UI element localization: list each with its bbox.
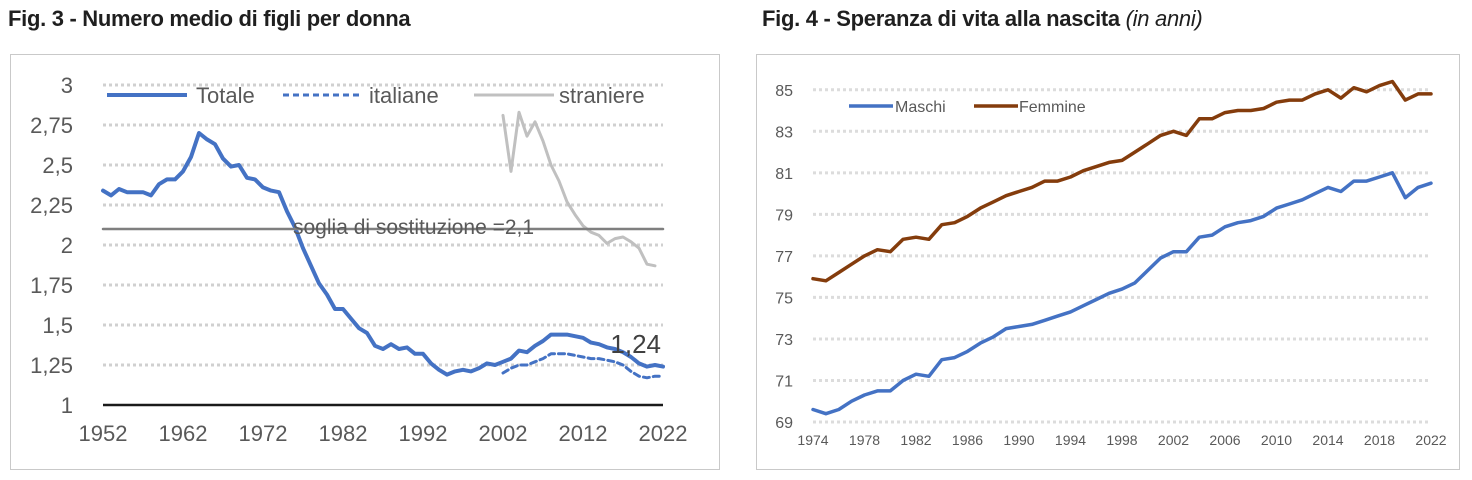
- fig4-title-subtitle: (in anni): [1125, 6, 1203, 31]
- fig4-y-tick-label: 85: [775, 83, 793, 100]
- fig3-title: Fig. 3 - Numero medio di figli per donna: [8, 6, 411, 32]
- fig4-series-Femmine: [811, 79, 1433, 283]
- fig3-x-tick-label: 1982: [319, 421, 368, 446]
- fig3-y-tick-label: 2,5: [42, 153, 73, 178]
- fig4-x-tick-label: 1986: [952, 432, 983, 448]
- fig4-series-Maschi: [811, 171, 1433, 416]
- fig3-y-tick-label: 1,25: [30, 353, 73, 378]
- fig4-x-tick-label: 1982: [900, 432, 931, 448]
- fig4-x-tick-label: 1978: [849, 432, 880, 448]
- fig4-x-tick-label: 1974: [797, 432, 828, 448]
- fig3-series-straniere: [501, 110, 657, 268]
- fig4-y-tick-label: 81: [775, 166, 793, 183]
- fig4-y-tick-label: 71: [775, 373, 793, 390]
- fig3-x-tick-label: 2022: [639, 421, 688, 446]
- fig4-x-tick-label: 2002: [1158, 432, 1189, 448]
- fig4-title-text: Fig. 4 - Speranza di vita alla nascita: [762, 6, 1120, 31]
- fig4-x-tick-label: 2018: [1364, 432, 1395, 448]
- fig4-x-tick-label: 2010: [1261, 432, 1292, 448]
- fig4-y-tick-label: 69: [775, 415, 793, 432]
- fig4-x-tick-label: 1994: [1055, 432, 1086, 448]
- fig3-y-tick-label: 1,5: [42, 313, 73, 338]
- fig4-y-tick-label: 79: [775, 207, 793, 224]
- fig3-x-tick-label: 2002: [479, 421, 528, 446]
- fig4-x-tick-label: 1990: [1003, 432, 1034, 448]
- fig3-y-tick-label: 3: [61, 73, 73, 98]
- fig3-x-tick-label: 1972: [239, 421, 288, 446]
- fig3-y-tick-label: 1,75: [30, 273, 73, 298]
- fig3-x-tick-label: 1962: [159, 421, 208, 446]
- fig3-legend-label: straniere: [559, 83, 645, 108]
- fig3-series-Totale: [101, 131, 665, 377]
- fig3-last-value-label: 1,24: [610, 329, 661, 359]
- fig3-legend-label: italiane: [369, 83, 439, 108]
- fig3-chart: 1 1,25 1,5 1,75 2 2,25 2,5 2,75 3 1952 1962 1972 198…: [30, 73, 688, 446]
- fig3-y-tick-label: 2: [61, 233, 73, 258]
- fig3-x-tick-label: 1992: [399, 421, 448, 446]
- fig4-legend-label: Femmine: [1019, 99, 1086, 116]
- fig3-y-tick-label: 2,75: [30, 113, 73, 138]
- fig4-y-tick-label: 75: [775, 290, 793, 307]
- fig3-title-text: Fig. 3 - Numero medio di figli per donna: [8, 6, 411, 31]
- fig3-chart-panel: 1 1,25 1,5 1,75 2 2,25 2,5 2,75 3 1952 1962 1972 198…: [10, 54, 720, 470]
- fig4-chart-panel: 69 71 73 75 77 79 81 83 85 1974 1978 1982 1986 1990 19…: [756, 54, 1460, 470]
- fig4-legend-label: Maschi: [895, 99, 946, 116]
- fig3-x-tick-label: 2012: [559, 421, 608, 446]
- fig3-series-italiane: [501, 352, 665, 380]
- fig4-x-tick-label: 2006: [1209, 432, 1240, 448]
- fig3-x-tick-label: 1952: [79, 421, 128, 446]
- fig4-title: Fig. 4 - Speranza di vita alla nascita (…: [762, 6, 1203, 32]
- fig3-y-tick-label: 2,25: [30, 193, 73, 218]
- fig3-legend-label: Totale: [196, 83, 255, 108]
- fig3-threshold-label: soglia di sostituzione =2,1: [293, 216, 534, 239]
- fig4-x-tick-label: 2014: [1312, 432, 1343, 448]
- fig4-y-tick-label: 77: [775, 249, 793, 266]
- fig4-chart: 69 71 73 75 77 79 81 83 85 1974 1978 1982 1986 1990 19…: [775, 79, 1447, 448]
- fig4-x-tick-label: 1998: [1106, 432, 1137, 448]
- fig4-x-tick-label: 2022: [1415, 432, 1446, 448]
- fig4-y-tick-label: 73: [775, 332, 793, 349]
- fig3-y-tick-label: 1: [61, 393, 73, 418]
- fig4-y-tick-label: 83: [775, 124, 793, 141]
